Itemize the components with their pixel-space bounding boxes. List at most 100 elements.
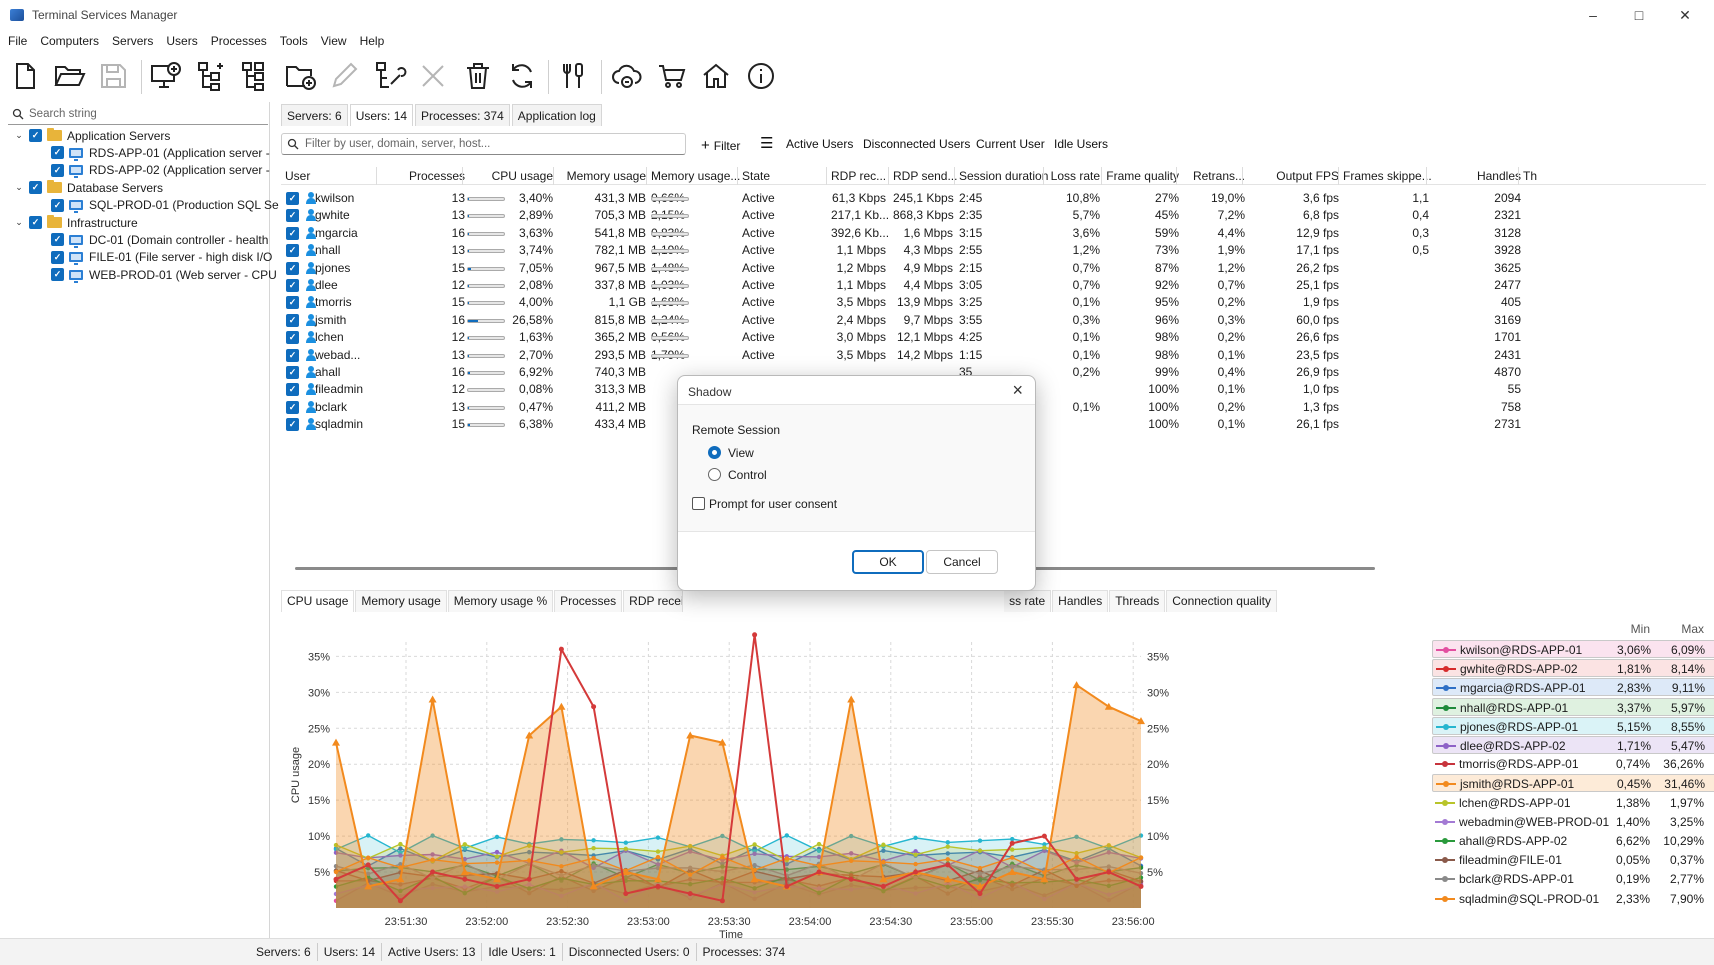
legend-row[interactable]: gwhite@RDS-APP-021,81%8,14%4,10%2,89% <box>1432 659 1714 678</box>
home-icon[interactable] <box>698 58 734 94</box>
control-radio[interactable] <box>708 468 721 481</box>
tab-loss-rate[interactable]: ss rate <box>1004 590 1052 612</box>
add-subgroup-icon[interactable] <box>237 58 273 94</box>
control-radio-label[interactable]: Control <box>728 468 767 482</box>
maximize-icon[interactable]: □ <box>1634 7 1644 23</box>
edit-icon[interactable] <box>326 58 362 94</box>
tree-server[interactable]: ✓ WEB-PROD-01 (Web server - CPU <box>46 265 277 284</box>
tree-checkbox[interactable]: ✓ <box>51 163 64 177</box>
menu-processes[interactable]: Processes <box>210 34 267 48</box>
ok-button[interactable]: OK <box>852 550 924 574</box>
column-divider[interactable] <box>1043 167 1044 185</box>
column-header[interactable]: Memory usage <box>566 169 646 183</box>
row-checkbox[interactable]: ✓ <box>286 400 299 414</box>
cloud-sync-icon[interactable] <box>609 58 645 94</box>
tree-server[interactable]: ✓ RDS-APP-01 (Application server - <box>46 143 270 162</box>
expand-chevron-icon[interactable]: ⌄ <box>15 130 23 140</box>
cancel-button[interactable]: Cancel <box>926 550 998 574</box>
column-header[interactable]: Session duration <box>959 169 1049 183</box>
tab-connection-quality[interactable]: Connection quality <box>1166 590 1277 612</box>
legend-row[interactable]: bclark@RDS-APP-010,19%2,77%1,18%0,47% <box>1432 870 1714 888</box>
tree-search-input[interactable]: Search string <box>8 103 268 125</box>
column-header[interactable]: Memory usage... <box>651 169 741 183</box>
column-divider[interactable] <box>376 167 377 185</box>
tab-memory-usage-pct[interactable]: Memory usage % <box>447 590 554 612</box>
current-user-button[interactable]: Current User <box>976 137 1045 151</box>
column-divider[interactable] <box>826 167 827 185</box>
tab-handles[interactable]: Handles <box>1052 590 1109 612</box>
tab-users[interactable]: Users: 14 <box>349 104 414 126</box>
column-divider[interactable] <box>1518 167 1519 185</box>
add-computer-icon[interactable] <box>148 58 184 94</box>
close-icon[interactable]: ✕ <box>1679 6 1691 23</box>
tab-rdp-receive[interactable]: RDP receive <box>623 590 684 612</box>
open-folder-icon[interactable] <box>51 58 87 94</box>
tree-server[interactable]: ✓ FILE-01 (File server - high disk I/O <box>46 248 272 267</box>
tree-checkbox[interactable]: ✓ <box>51 198 64 212</box>
user-filter-input[interactable]: Filter by user, domain, server, host... <box>281 133 686 155</box>
tree-checkbox[interactable]: ✓ <box>51 268 64 282</box>
column-header[interactable]: CPU usage <box>491 169 553 183</box>
menu-servers[interactable]: Servers <box>112 34 154 48</box>
column-divider[interactable] <box>1242 167 1243 185</box>
column-divider[interactable] <box>1101 167 1102 185</box>
tree-checkbox[interactable]: ✓ <box>29 181 42 195</box>
table-row[interactable]: ✓ ahall 16 6,92% 740,3 MB 35 0,2% 99% 0,4% 26,9 f… <box>281 363 1706 382</box>
menu-users[interactable]: Users <box>166 34 198 48</box>
minimize-icon[interactable]: – <box>1589 7 1597 23</box>
row-checkbox[interactable]: ✓ <box>286 244 299 258</box>
column-header[interactable]: RDP send... <box>893 169 958 183</box>
legend-row[interactable]: tmorris@RDS-APP-010,74%36,26%7,90%4,00% <box>1432 755 1714 773</box>
row-checkbox[interactable]: ✓ <box>286 418 299 432</box>
column-header[interactable]: RDP rec... <box>831 169 887 183</box>
tab-threads[interactable]: Threads <box>1109 590 1166 612</box>
view-radio-label[interactable]: View <box>728 446 754 460</box>
legend-row[interactable]: kwilson@RDS-APP-013,06%6,09%4,73%3,40% <box>1432 640 1714 658</box>
column-divider[interactable] <box>888 167 889 185</box>
disconnected-users-button[interactable]: Disconnected Users <box>863 137 971 151</box>
add-group-icon[interactable] <box>193 58 229 94</box>
refresh-icon[interactable] <box>504 58 540 94</box>
legend-row[interactable]: ahall@RDS-APP-026,62%10,29%8,05%6,92% <box>1432 832 1714 850</box>
tree-checkbox[interactable]: ✓ <box>51 250 64 264</box>
column-divider[interactable] <box>1426 167 1427 185</box>
settings-tool-icon[interactable] <box>371 58 407 94</box>
tools-icon[interactable] <box>556 58 592 94</box>
tree-checkbox[interactable]: ✓ <box>29 216 42 229</box>
tab-processes[interactable]: Processes: 374 <box>415 104 510 126</box>
column-header[interactable]: State <box>742 169 771 183</box>
menu-file[interactable]: File <box>8 34 28 48</box>
legend-row[interactable]: mgarcia@RDS-APP-012,83%9,11%5,97%3,63% <box>1432 678 1714 697</box>
column-header[interactable]: User <box>285 169 311 183</box>
menu-help[interactable]: Help <box>359 34 385 48</box>
legend-row[interactable]: webadmin@WEB-PROD-011,40%3,25%2,67%2,70% <box>1432 813 1714 831</box>
info-icon[interactable] <box>743 58 779 94</box>
row-checkbox[interactable]: ✓ <box>286 192 299 205</box>
save-icon[interactable] <box>95 58 131 94</box>
row-checkbox[interactable]: ✓ <box>286 279 299 292</box>
legend-row[interactable]: sqladmin@SQL-PROD-012,33%7,90%5,90%6,38% <box>1432 890 1714 908</box>
tree-server[interactable]: ✓ DC-01 (Domain controller - health <box>46 230 268 249</box>
row-checkbox[interactable]: ✓ <box>286 261 299 275</box>
tree-checkbox[interactable]: ✓ <box>51 146 64 160</box>
tab-processes-chart[interactable]: Processes <box>554 590 623 612</box>
cart-icon[interactable] <box>654 58 690 94</box>
delete-x-icon[interactable] <box>415 58 451 94</box>
row-checkbox[interactable]: ✓ <box>286 331 299 345</box>
legend-row[interactable]: nhall@RDS-APP-013,37%5,97%4,58%3,74% <box>1432 697 1714 716</box>
column-header[interactable]: Loss rate <box>1050 169 1100 183</box>
row-checkbox[interactable]: ✓ <box>286 348 299 362</box>
column-divider[interactable] <box>462 167 463 185</box>
column-divider[interactable] <box>646 167 647 185</box>
tree-server[interactable]: ✓ SQL-PROD-01 (Production SQL Se <box>46 196 279 215</box>
row-checkbox[interactable]: ✓ <box>286 226 299 240</box>
idle-users-button[interactable]: Idle Users <box>1054 137 1109 151</box>
row-checkbox[interactable]: ✓ <box>286 383 299 397</box>
legend-row[interactable]: dlee@RDS-APP-021,71%5,47%3,53%2,08% <box>1432 736 1714 754</box>
column-header[interactable]: Handles <box>1476 169 1521 183</box>
trash-icon[interactable] <box>460 58 496 94</box>
